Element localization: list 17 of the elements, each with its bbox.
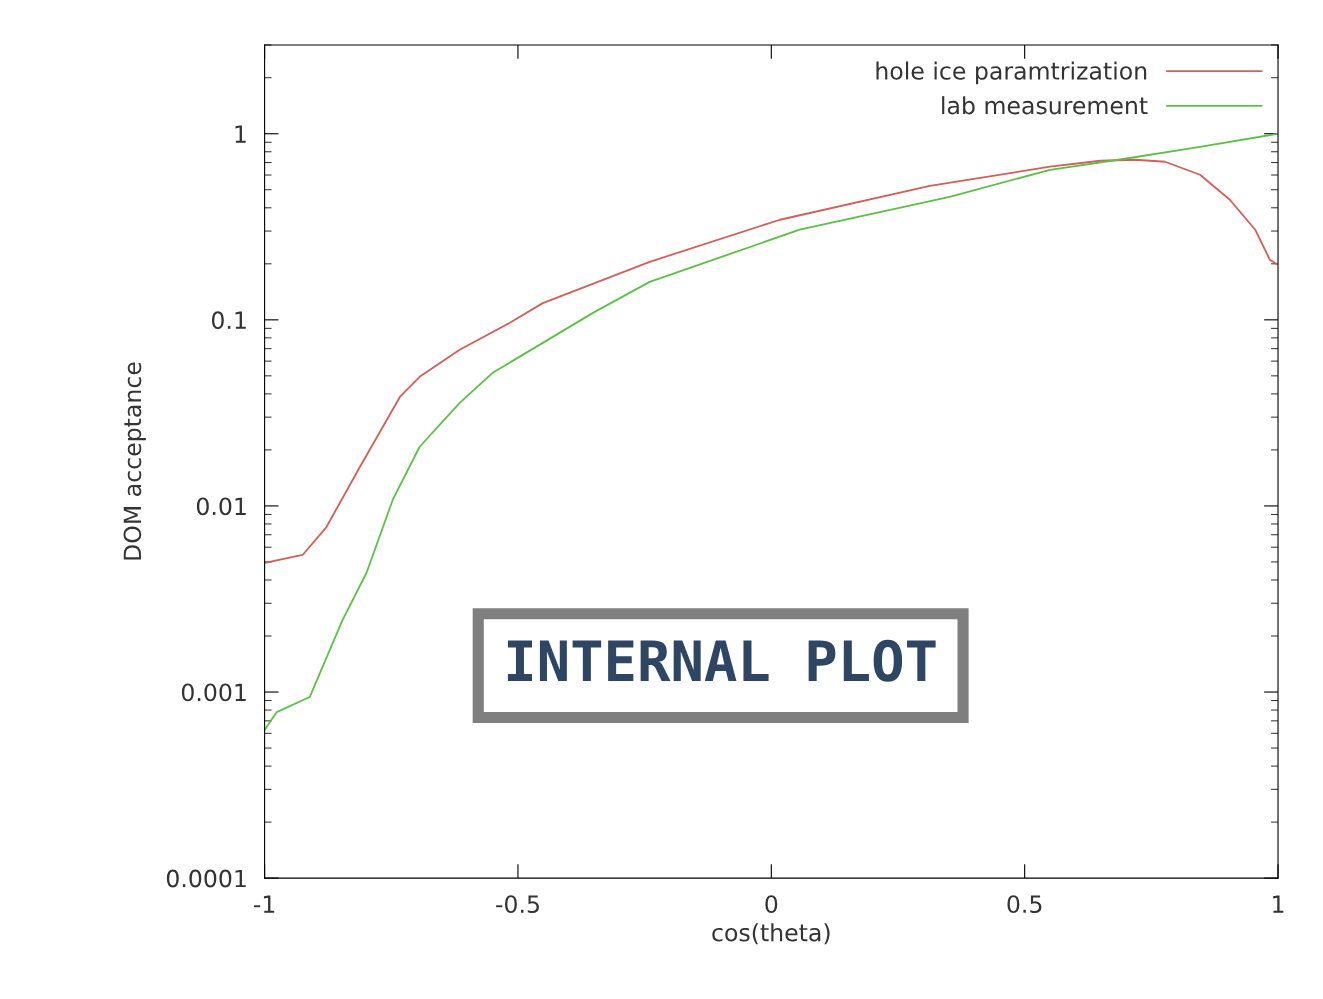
x-tick-label: 0.5 <box>1007 895 1042 914</box>
y-tick-label: 0.0001 <box>166 869 246 888</box>
y-tick-label: 0.001 <box>181 683 246 702</box>
x-tick-label: -0.5 <box>496 895 539 914</box>
line-series <box>264 132 1279 731</box>
annotation: INTERNAL PLOT <box>507 639 936 682</box>
y-tick-label: 0.01 <box>196 497 246 516</box>
x-tick-label: 1 <box>1273 895 1284 913</box>
legend-label: hole ice paramtrization <box>876 61 1147 85</box>
y-tick-label: 0.1 <box>211 311 246 330</box>
x-axis-title: cos(theta) <box>712 923 830 945</box>
line-series <box>264 158 1279 564</box>
x-tick-label: -1 <box>253 895 275 913</box>
y-axis-title: DOM acceptance <box>123 362 146 560</box>
y-tick-label: 1 <box>235 125 246 143</box>
legend-label: lab measurement <box>942 96 1148 115</box>
x-tick-label: 0 <box>765 895 778 914</box>
